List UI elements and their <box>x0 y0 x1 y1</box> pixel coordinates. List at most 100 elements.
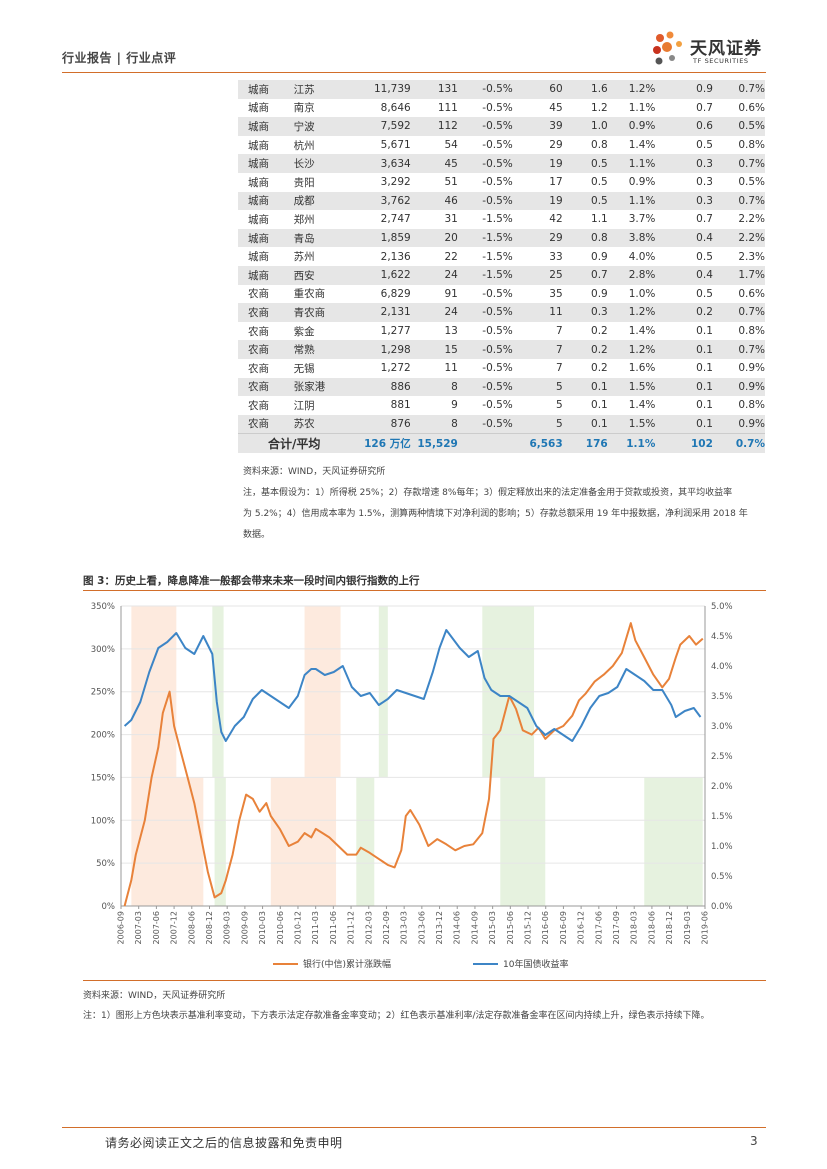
table-source: 资料来源：WIND，天风证券研究所 <box>243 467 386 477</box>
table-row: 农商 无锡 1,272 11 -0.5% 7 0.2 1.6% 0.1 0.9% <box>238 359 765 378</box>
table-cell: 城商 <box>238 117 288 136</box>
rrr-hike-band <box>270 777 337 906</box>
table-cell: 5 <box>512 377 563 397</box>
table-cell: 0.8% <box>738 139 765 152</box>
x-tick-label: 2013-03 <box>400 911 409 944</box>
table-cell: 0.1 <box>655 377 713 397</box>
rrr-cut-band <box>214 777 226 906</box>
bank-index-chart: 0% 50% 100% 150% 200% 250% 300% 350% 0.0% 0.5% 1.0… <box>91 602 733 970</box>
table-cell: 876 <box>350 414 411 434</box>
table-cell: 0.6% <box>738 101 765 114</box>
table-cell: -0.5% <box>482 362 513 375</box>
table-cell: 7,592 <box>350 117 411 136</box>
figure-note: 注：1）图形上方色块表示基准利率变动，下方表示法定存款准备金率变动；2）红色表示… <box>83 1011 710 1021</box>
x-tick-label: 2012-09 <box>382 911 391 944</box>
table-cell: 0.6 <box>655 117 713 136</box>
table-cell: 城商 <box>238 80 288 99</box>
x-tick-label: 2007-03 <box>134 911 143 944</box>
table-cell: 0.3 <box>562 303 608 322</box>
table-cell: 7 <box>555 362 563 375</box>
table-cell: 0.7% <box>712 80 765 99</box>
table-cell: 3.8% <box>607 228 656 248</box>
x-tick-label: 2015-03 <box>488 911 497 944</box>
table-cell: 1.1% <box>607 154 656 173</box>
table-cell: 0.5 <box>562 191 608 211</box>
table-cell: 1.4% <box>628 139 656 152</box>
table-cell: 江苏 <box>287 80 351 99</box>
table-cell: 0.8% <box>738 399 765 412</box>
table-cell: 0.6% <box>738 287 765 300</box>
rrr-hike-band <box>131 777 204 906</box>
table-cell: 29 <box>512 228 563 248</box>
table-row: 城商 贵阳 3,292 51 -0.5% 17 0.5 0.9% 0.3 0.5% <box>238 173 765 192</box>
table-cell: 0.2 <box>655 303 713 322</box>
y-right-tick: 2.0% <box>711 782 733 792</box>
table-cell: 3,292 <box>380 176 411 189</box>
table-cell: 2,747 <box>380 213 411 226</box>
x-tick-label: 2017-06 <box>594 911 603 944</box>
table-cell: 25 <box>512 265 563 285</box>
logo-icon <box>653 31 682 65</box>
table-cell: 农商 <box>248 288 269 301</box>
x-tick-label: 2019-03 <box>683 911 692 944</box>
table-cell: 8 <box>410 414 458 434</box>
y-left-tick: 300% <box>91 645 115 655</box>
table-cell: 0.1 <box>655 340 713 359</box>
y-left-tick: 250% <box>91 688 115 698</box>
table-cell: 8,646 <box>380 101 411 114</box>
table-cell: 2.2% <box>738 213 765 226</box>
y-left-tick: 200% <box>91 731 115 741</box>
table-cell: 0.7 <box>696 101 713 114</box>
x-tick-label: 2011-06 <box>329 911 338 944</box>
table-cell: 3.7% <box>628 213 656 226</box>
table-cell: 0.5% <box>712 117 765 136</box>
table-cell: 1.6% <box>628 362 656 375</box>
table-cell: 无锡 <box>293 362 315 375</box>
table-cell: -1.5% <box>482 250 513 263</box>
y-left-tick: 0% <box>102 902 116 912</box>
table-cell: 13 <box>444 325 458 338</box>
table-cell: 39 <box>512 117 563 136</box>
legend-label-bond: 10年国债收益率 <box>503 958 568 970</box>
total-cell: 6,563 <box>512 433 563 453</box>
table-cell: 1,277 <box>380 325 411 338</box>
table-cell: 苏州 <box>293 251 315 264</box>
x-tick-label: 2010-12 <box>293 911 302 944</box>
table-cell: 0.5 <box>696 139 713 152</box>
table-cell: 11 <box>512 303 563 322</box>
table-note-line3: 数据。 <box>243 530 271 540</box>
table-cell: 6,829 <box>380 287 411 300</box>
table-total-row: 合计/平均 126 万亿 15,529 6,563 176 1.1% 102 0.7% <box>238 433 765 453</box>
total-cell: 102 <box>655 433 713 453</box>
table-cell: 0.8 <box>562 228 608 248</box>
table-cell: 紫金 <box>293 325 315 338</box>
y-right-tick: 2.5% <box>711 752 733 762</box>
x-tick-label: 2017-09 <box>612 911 621 944</box>
table-cell: 0.4 <box>655 228 713 248</box>
x-tick-label: 2007-06 <box>152 911 161 944</box>
logo-subtext: TF SECURITIES <box>693 57 749 65</box>
table-cell: 60 <box>512 80 563 99</box>
table-cell: 城商 <box>248 251 269 264</box>
y-right-tick: 4.5% <box>711 632 733 642</box>
table-cell: -1.5% <box>457 265 513 285</box>
table-cell: 0.1 <box>655 414 713 434</box>
table-cell: 0.8% <box>738 325 765 338</box>
y-right-tick: 0.0% <box>711 902 733 912</box>
logo-text: 天风证券 <box>690 39 762 59</box>
table-cell: 45 <box>410 154 458 173</box>
table-cell: 17 <box>549 176 563 189</box>
table-cell: 1.4% <box>628 325 656 338</box>
table-cell: 91 <box>444 287 458 300</box>
total-cell <box>457 433 513 453</box>
table-cell: 1.4% <box>628 399 656 412</box>
table-cell: -1.5% <box>457 228 513 248</box>
table-cell: 19 <box>512 154 563 173</box>
table-cell: 郑州 <box>293 213 315 226</box>
table-row: 城商 成都 3,762 46 -0.5% 19 0.5 1.1% 0.3 0.7% <box>238 191 765 211</box>
table-cell: -0.5% <box>457 80 513 99</box>
table-cell: 42 <box>549 213 563 226</box>
bond-yield-line <box>123 629 702 742</box>
footer-divider <box>62 1127 766 1128</box>
table-cell: 0.9% <box>712 414 765 434</box>
